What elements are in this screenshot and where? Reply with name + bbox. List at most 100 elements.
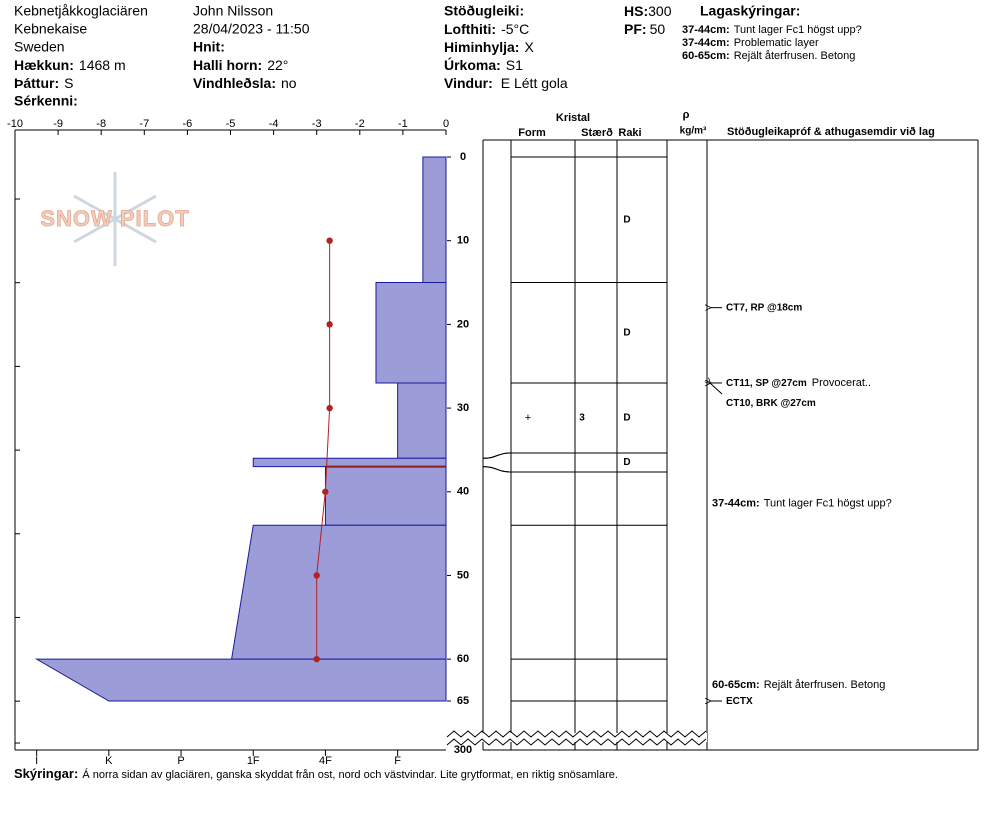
hardness-profile	[34, 156, 447, 702]
temp-tick-label: -10	[7, 118, 23, 130]
stability-test: CT10, BRK @27cm	[726, 398, 816, 409]
datetime: 28/04/2023 - 11:50	[193, 21, 310, 37]
hardness-tick-label: 4F	[319, 755, 332, 767]
temperature-point	[313, 655, 320, 663]
logo	[73, 172, 157, 266]
logo-text: SNOW PILOT	[40, 206, 189, 231]
moisture: D	[623, 214, 630, 225]
temp-tick-label: -9	[53, 118, 63, 130]
temp-tick-label: -5	[226, 118, 236, 130]
hardness-tick-label: I	[35, 755, 38, 767]
temp-tick-label: -2	[355, 118, 365, 130]
hardness-layer	[324, 466, 447, 526]
temperature-point	[326, 404, 333, 412]
hardness-layer	[397, 382, 447, 459]
test-text: CT7, RP @18cm	[726, 302, 802, 313]
hardness-tick-label: 1F	[247, 755, 260, 767]
stability-test: ECTX	[726, 696, 753, 707]
temperature-point	[326, 321, 333, 328]
layer-note-label: 37-44cm:	[682, 37, 730, 49]
features: Sérkenni:	[14, 93, 78, 109]
slope: Halli horn: 22°	[193, 57, 288, 73]
layer-comment-label: 37-44cm:	[712, 498, 760, 510]
frames	[14, 129, 979, 751]
precip: Úrkoma: S1	[444, 56, 523, 73]
hardness-tick-label: K	[105, 755, 113, 767]
col-form: Form	[518, 127, 546, 139]
wind: Vindur: E Létt gola	[444, 75, 568, 91]
depth-break-label: 300	[454, 744, 472, 756]
hardness-layer	[375, 282, 447, 384]
hs: HS:300	[624, 3, 672, 19]
country: Sweden	[14, 39, 65, 55]
layer-note-text: Rejält återfrusen. Betong	[734, 50, 856, 62]
layer-note-label: 60-65cm:	[682, 50, 730, 62]
layer-comment-text: Tunt lager Fc1 högst upp?	[764, 498, 892, 510]
overlay: 37-44cm: Tunt lager Fc1 högst upp?37-44cm…	[7, 24, 892, 767]
hardness-layer	[34, 658, 447, 702]
elevation: Hækkun: 1468 m	[14, 57, 126, 73]
layer-note-text: Tunt lager Fc1 högst upp?	[734, 24, 862, 36]
depth-tick-label: 10	[457, 235, 469, 247]
crystal-form: +	[525, 412, 531, 424]
layer-note-text: Problematic layer	[734, 37, 819, 49]
moisture: D	[623, 413, 630, 424]
layer-comment: 60-65cm: Rejält återfrusen. Betong	[712, 679, 885, 691]
hardness-layer	[422, 156, 447, 284]
layer-comment: 37-44cm: Tunt lager Fc1 högst upp?	[712, 498, 892, 510]
hardness-tick-label: F	[394, 755, 401, 767]
depth-tick-label: 65	[457, 695, 469, 707]
temp-tick-label: -3	[312, 118, 322, 130]
depth-tick-label: 20	[457, 318, 469, 330]
sky: Himinhylja: X	[444, 39, 534, 55]
layer-note: 60-65cm: Rejält återfrusen. Betong	[682, 50, 855, 62]
temp-tick-label: -8	[96, 118, 106, 130]
temperature-point	[322, 488, 329, 495]
depth-tick-label: 30	[457, 402, 469, 414]
hardness-layer	[230, 524, 447, 660]
temp-tick-label: -7	[139, 118, 149, 130]
row-connector	[482, 452, 512, 459]
depth-tick-label: 40	[457, 486, 469, 498]
test-text: ECTX	[726, 696, 753, 707]
col-moisture: Raki	[618, 127, 641, 139]
temp-tick-label: 0	[443, 118, 449, 130]
moisture: D	[623, 457, 630, 468]
layer-note: 37-44cm: Problematic layer	[682, 37, 819, 49]
depth-tick-label: 0	[460, 151, 466, 163]
temp-tick-label: -4	[269, 118, 279, 130]
layer-note-label: 37-44cm:	[682, 24, 730, 36]
temperature-point	[313, 572, 320, 579]
wind-loading: Vindhleðsla: no	[193, 75, 297, 91]
temp-tick-label: -1	[398, 118, 408, 130]
moisture: D	[623, 327, 630, 338]
temperature-line	[316, 240, 331, 660]
depth-tick-label: 50	[457, 569, 469, 581]
air-temp: Lofthiti: -5°C	[444, 21, 529, 37]
site: Kebnetjåkkoglaciären	[14, 3, 148, 19]
area: Kebnekaise	[14, 21, 87, 37]
test-text: CT11, SP @27cm	[726, 378, 807, 389]
stability: Stöðugleiki:	[444, 3, 524, 19]
pf: PF: 50	[624, 21, 665, 37]
row-connector	[482, 466, 512, 473]
layer-note: 37-44cm: Tunt lager Fc1 högst upp?	[682, 24, 862, 36]
hardness-layer	[252, 457, 447, 468]
stability-test: CT7, RP @18cm	[726, 302, 802, 313]
test-note: Provocerat..	[812, 377, 871, 389]
hardness-tick-label: P	[177, 755, 184, 767]
col-tests: Stöðugleikapróf & athugasemdir við lag	[727, 126, 935, 138]
observer: John Nilsson	[193, 3, 273, 19]
layer-comment-label: 60-65cm:	[712, 679, 760, 691]
footer: Skýringar: Á norra sidan av glaciären, ga…	[14, 766, 618, 781]
col-crystal: Kristal	[556, 112, 590, 124]
temp-tick-label: -6	[183, 118, 193, 130]
test-text: CT10, BRK @27cm	[726, 398, 816, 409]
crystal-size: 3	[579, 413, 585, 424]
test-arrow	[710, 383, 723, 395]
aspect: Þáttur: S	[14, 75, 73, 91]
temperature-point	[326, 237, 333, 244]
axis-break	[446, 730, 707, 746]
col-density-symbol: ρ	[683, 109, 690, 121]
